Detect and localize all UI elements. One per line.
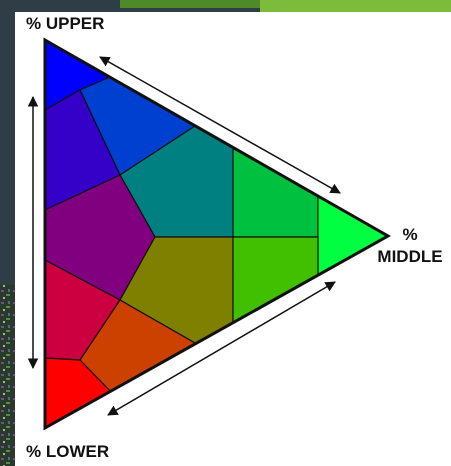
arrow-upper-middle [99,56,341,194]
arrow-lower-middle [107,281,336,416]
upper-label: % UPPER [26,14,104,33]
decor-bar [260,0,451,14]
middle-label: MIDDLE [377,247,442,266]
lower-label: % LOWER [26,442,109,461]
middle-percent-label: % [402,225,417,244]
decor-bar [120,0,260,8]
